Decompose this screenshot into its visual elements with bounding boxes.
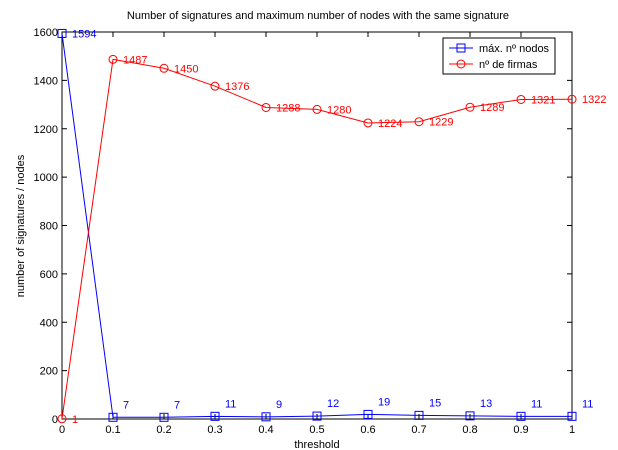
plot-frame — [61, 31, 573, 420]
y-axis-title: number of signatures / nodes — [15, 154, 27, 297]
num-signatures-line — [61, 58, 573, 419]
max-nodes-marker — [159, 412, 169, 422]
num-signatures-marker — [363, 118, 373, 128]
num-signatures-data-label: 1487 — [123, 54, 147, 66]
plot-area: 0 0.1 0.2 0.3 0.4 0.5 0.6 0.7 0.8 0.9 102004006008… — [34, 27, 607, 436]
max-nodes-data-label: 11 — [225, 398, 236, 410]
num-signatures-data-label: 1321 — [531, 94, 555, 106]
max-nodes-marker — [567, 411, 577, 421]
num-signatures-marker — [210, 81, 220, 91]
max-nodes-marker — [363, 409, 373, 419]
num-signatures-data-label: 1288 — [276, 102, 300, 114]
y-tick-label: 800 — [40, 221, 58, 233]
x-tick-label: 1 — [569, 424, 575, 436]
num-signatures-data-label: 1450 — [174, 63, 198, 75]
num-signatures-marker — [312, 104, 322, 114]
num-signatures-marker — [516, 94, 526, 104]
num-signatures-data-label: 1289 — [480, 102, 504, 114]
max-nodes-marker — [57, 28, 67, 38]
y-tick-label: 1000 — [34, 172, 58, 184]
x-tick-label: 0.2 — [156, 424, 171, 436]
num-signatures-data-label: 1224 — [378, 118, 402, 130]
max-nodes-data-label: 19 — [378, 396, 390, 408]
x-tick-label: 0.4 — [258, 424, 273, 436]
max-nodes-data-label: 15 — [429, 397, 441, 409]
max-nodes-data-label: 11 — [582, 398, 593, 410]
x-tick-label: 0.5 — [309, 424, 324, 436]
max-nodes-marker — [108, 412, 118, 422]
max-nodes-line — [61, 33, 572, 418]
y-tick-label: 600 — [40, 269, 58, 281]
num-signatures-marker — [108, 54, 118, 64]
legend-max-nodes-label: máx. nº nodos — [479, 43, 550, 55]
num-signatures-data-label: 1 — [72, 414, 78, 426]
x-tick-label: 0.7 — [411, 424, 426, 436]
num-signatures-marker — [159, 63, 169, 73]
chart-title: Number of signatures and maximum number … — [127, 10, 509, 22]
y-tick-label: 1400 — [34, 75, 58, 87]
num-signatures-data-label: 1280 — [327, 104, 351, 116]
max-nodes-data-label: 7 — [174, 399, 180, 411]
x-tick-label: 0.1 — [105, 424, 120, 436]
max-nodes-marker — [210, 411, 220, 421]
num-signatures-marker — [414, 117, 424, 127]
legend-num-signatures-label: nº de firmas — [479, 59, 538, 71]
max-nodes-marker — [312, 411, 322, 421]
num-signatures-data-label: 1229 — [429, 117, 453, 129]
legend-num-signatures-marker — [456, 59, 466, 69]
max-nodes-data-label: 11 — [531, 398, 542, 410]
num-signatures-data-label: 1376 — [225, 81, 249, 93]
legend-max-nodes-marker — [456, 43, 466, 53]
x-axis-title: threshold — [294, 439, 339, 450]
max-nodes-marker — [414, 410, 424, 420]
num-signatures-data-label: 1322 — [582, 94, 606, 106]
num-signatures-marker — [465, 102, 475, 112]
num-signatures-marker — [567, 94, 577, 104]
y-tick-label: 400 — [40, 317, 58, 329]
y-tick-label: 1200 — [34, 124, 58, 136]
max-nodes-data-label: 13 — [480, 398, 492, 410]
max-nodes-data-label: 9 — [276, 399, 282, 411]
y-tick-label: 200 — [40, 366, 58, 378]
max-nodes-data-label: 1594 — [72, 28, 96, 40]
max-nodes-data-label: 7 — [123, 399, 129, 411]
max-nodes-marker — [261, 412, 271, 422]
x-tick-label: 0.9 — [513, 424, 528, 436]
y-tick-label: 1600 — [34, 27, 58, 39]
num-signatures-marker — [57, 414, 67, 424]
x-tick-label: 0.3 — [207, 424, 222, 436]
x-tick-label: 0.8 — [462, 424, 477, 436]
max-nodes-marker — [516, 411, 526, 421]
x-tick-label: 0.6 — [360, 424, 375, 436]
y-tick-label: 0 — [52, 414, 58, 426]
max-nodes-marker — [465, 411, 475, 421]
num-signatures-marker — [261, 102, 271, 112]
x-tick-label: 0 — [59, 424, 65, 436]
max-nodes-data-label: 12 — [327, 398, 339, 410]
